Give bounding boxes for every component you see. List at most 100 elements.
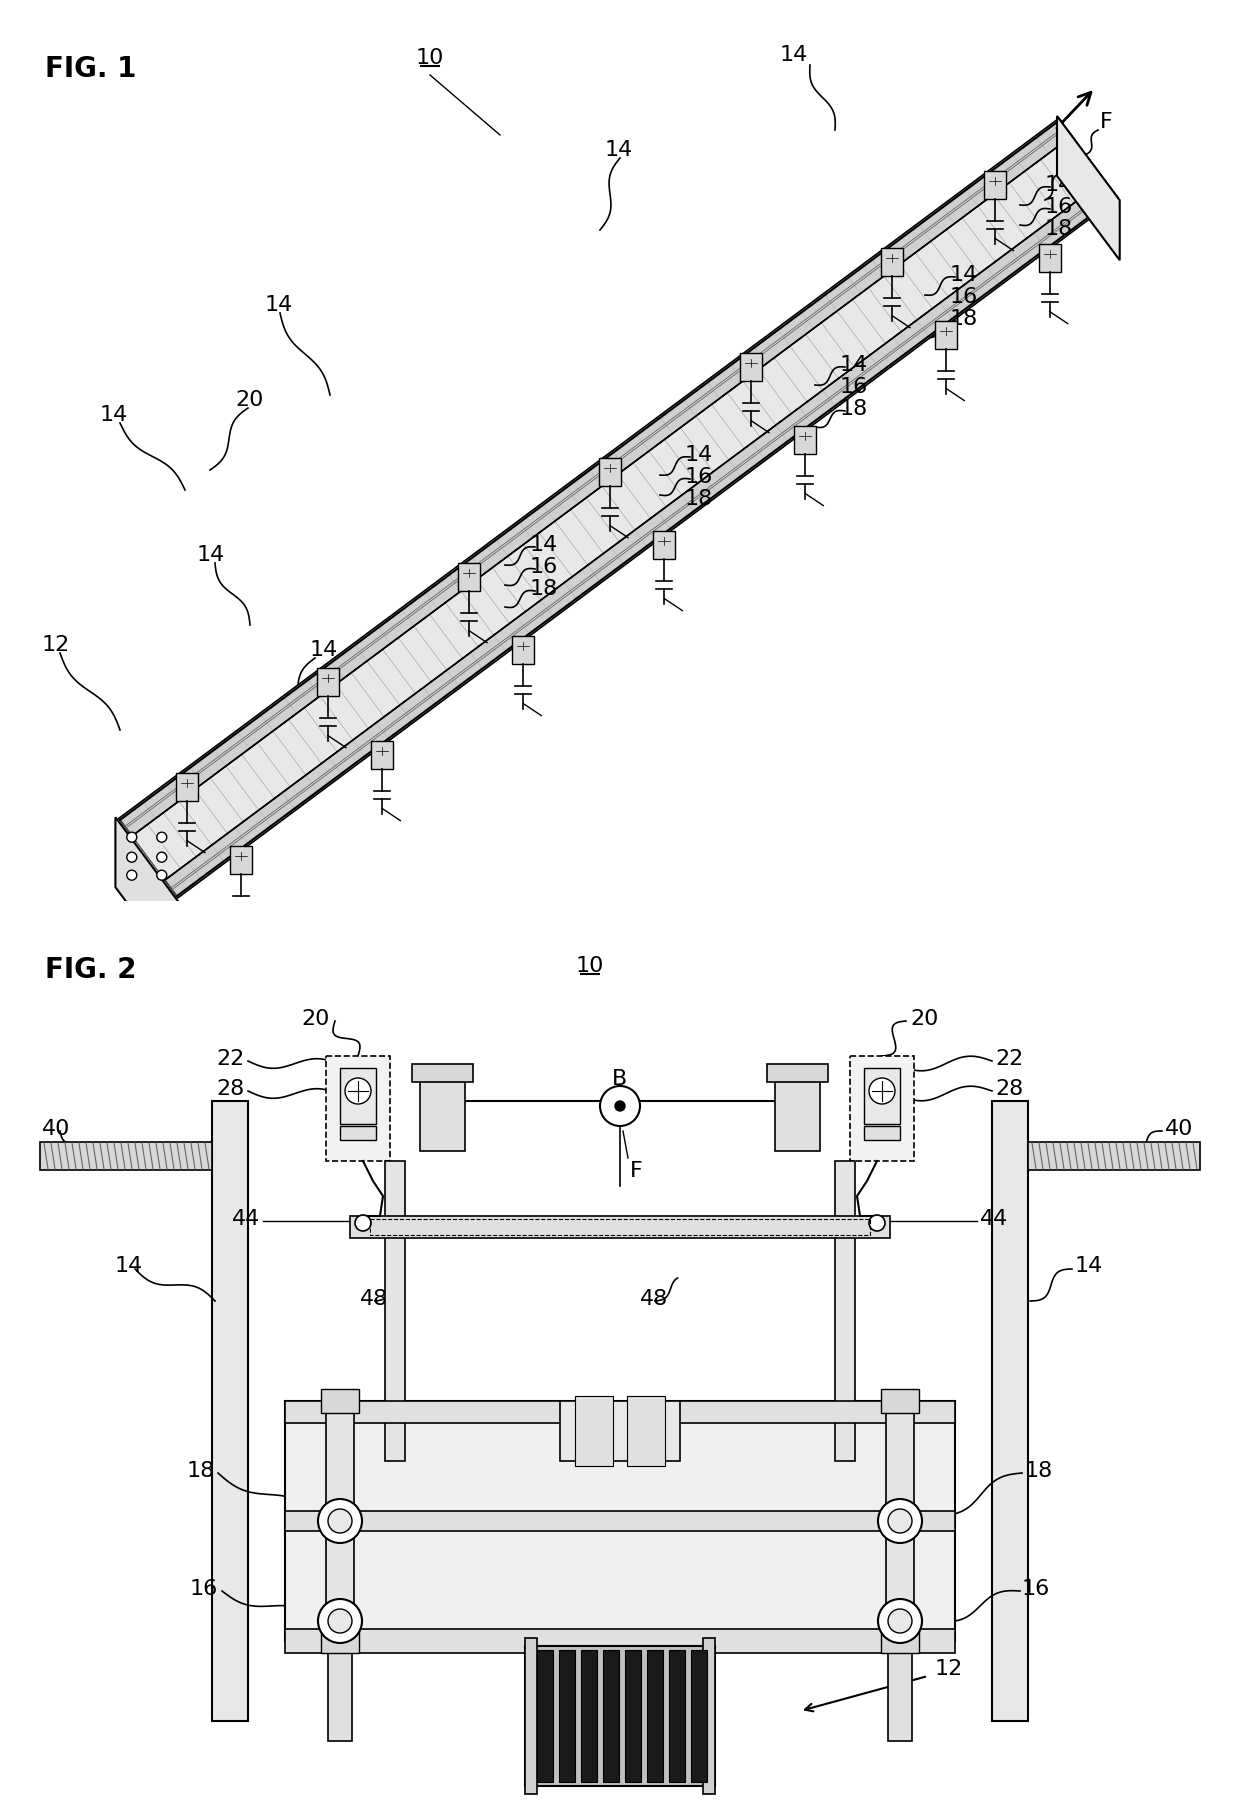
Text: F: F — [630, 1160, 642, 1180]
Text: 14: 14 — [1045, 175, 1074, 195]
Bar — [560, 1400, 680, 1461]
Text: 20: 20 — [301, 1009, 330, 1029]
Bar — [880, 1389, 919, 1413]
Bar — [321, 1389, 360, 1413]
Text: 44: 44 — [232, 1209, 260, 1229]
Polygon shape — [115, 816, 179, 971]
Text: 18: 18 — [839, 398, 868, 420]
Text: 16: 16 — [950, 287, 978, 306]
Bar — [231, 845, 253, 874]
Circle shape — [345, 1078, 371, 1105]
Polygon shape — [119, 119, 1071, 836]
Bar — [40, 1142, 212, 1169]
Circle shape — [869, 1078, 895, 1105]
Bar — [384, 1160, 405, 1461]
Text: 16: 16 — [190, 1579, 218, 1598]
Bar — [775, 1070, 820, 1151]
Bar — [326, 1056, 391, 1160]
Bar — [420, 1070, 465, 1151]
Text: 48: 48 — [640, 1288, 668, 1308]
Text: 28: 28 — [994, 1079, 1023, 1099]
Bar — [888, 1642, 911, 1741]
Bar — [176, 773, 198, 800]
Text: 10: 10 — [575, 957, 604, 977]
Bar — [887, 1400, 914, 1642]
Text: 18: 18 — [1025, 1461, 1053, 1481]
Bar — [329, 1642, 352, 1741]
Circle shape — [355, 1215, 371, 1231]
Circle shape — [878, 1499, 923, 1543]
Bar — [370, 1218, 870, 1234]
Circle shape — [329, 1609, 352, 1633]
Polygon shape — [131, 135, 1105, 879]
Circle shape — [126, 870, 136, 879]
Circle shape — [126, 852, 136, 861]
Text: 28: 28 — [217, 1079, 246, 1099]
Circle shape — [156, 833, 166, 842]
Bar — [795, 425, 816, 454]
Text: 18: 18 — [950, 308, 978, 330]
Text: 12: 12 — [935, 1660, 963, 1679]
Text: 22: 22 — [217, 1049, 246, 1069]
Bar — [212, 1101, 248, 1721]
Text: 14: 14 — [197, 544, 226, 566]
Text: 16: 16 — [1045, 196, 1074, 216]
Text: 16: 16 — [529, 557, 558, 577]
Bar — [525, 1645, 715, 1786]
Text: 16: 16 — [839, 377, 868, 396]
Bar — [285, 1400, 955, 1424]
Text: 14: 14 — [1075, 1256, 1104, 1276]
Bar — [525, 1638, 537, 1795]
Bar — [653, 530, 676, 559]
Text: 12: 12 — [42, 634, 71, 654]
Bar — [285, 1400, 955, 1642]
Circle shape — [317, 1499, 362, 1543]
Bar — [599, 458, 621, 485]
Circle shape — [126, 833, 136, 842]
Bar — [285, 1629, 955, 1652]
Bar — [985, 171, 1007, 198]
Bar — [992, 1101, 1028, 1721]
Text: 20: 20 — [910, 1009, 939, 1029]
Circle shape — [317, 1598, 362, 1643]
Bar — [1028, 1142, 1200, 1169]
Bar — [458, 562, 480, 591]
Polygon shape — [1056, 115, 1120, 259]
Text: F: F — [1100, 112, 1112, 132]
Bar — [371, 741, 393, 769]
Circle shape — [600, 1087, 640, 1126]
Circle shape — [888, 1508, 911, 1534]
Text: 22: 22 — [994, 1049, 1023, 1069]
Text: 18: 18 — [187, 1461, 215, 1481]
Text: 14: 14 — [780, 45, 808, 65]
Bar — [603, 1651, 619, 1782]
Bar — [740, 353, 763, 380]
Bar — [1039, 243, 1060, 272]
Text: 18: 18 — [684, 488, 713, 508]
Text: FIG. 1: FIG. 1 — [45, 56, 136, 83]
Bar — [317, 667, 339, 696]
Bar — [412, 1063, 472, 1081]
Circle shape — [615, 1101, 625, 1112]
Bar — [582, 1651, 596, 1782]
Bar — [512, 636, 534, 663]
Bar — [340, 1126, 376, 1141]
Text: 18: 18 — [1045, 220, 1074, 240]
Text: 14: 14 — [950, 265, 978, 285]
Bar — [627, 1397, 665, 1467]
Text: 14: 14 — [605, 141, 634, 160]
Bar — [326, 1400, 353, 1642]
Text: 14: 14 — [115, 1256, 144, 1276]
Text: 18: 18 — [529, 578, 558, 598]
Bar — [575, 1397, 613, 1467]
Bar — [935, 321, 957, 348]
Circle shape — [878, 1598, 923, 1643]
Bar — [691, 1651, 707, 1782]
Bar — [849, 1056, 914, 1160]
Text: 40: 40 — [42, 1119, 71, 1139]
Bar — [559, 1651, 575, 1782]
Bar — [864, 1126, 900, 1141]
Bar — [670, 1651, 684, 1782]
Bar — [864, 1069, 900, 1124]
Polygon shape — [165, 180, 1118, 897]
